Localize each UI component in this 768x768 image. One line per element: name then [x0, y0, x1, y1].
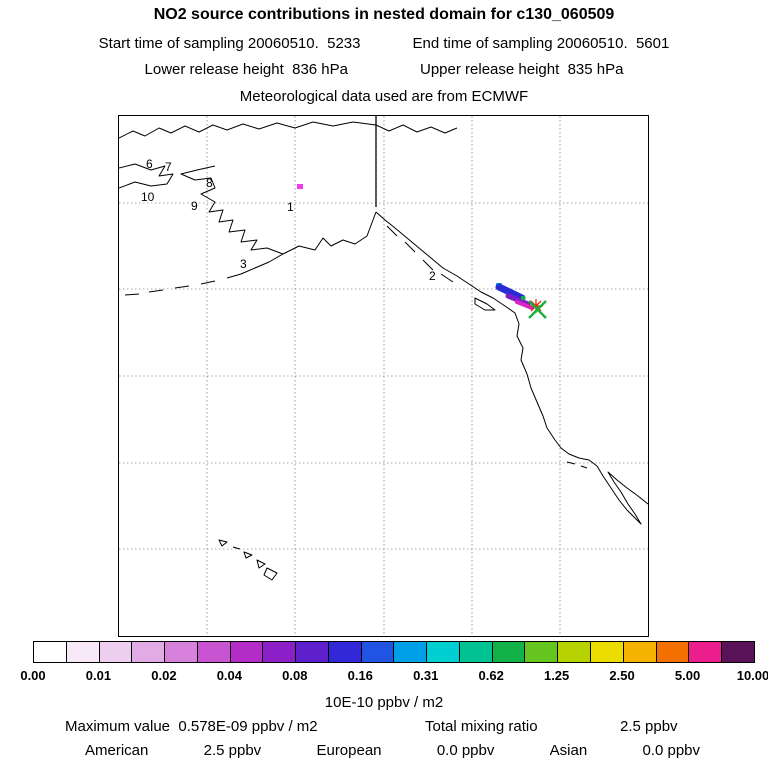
colorbar-tick: 5.00: [674, 668, 701, 683]
plume-purple-streak: [505, 293, 531, 307]
receptor-marker: [528, 299, 547, 319]
contour-label: 6: [146, 157, 153, 171]
page-title: NO2 source contributions in nested domai…: [153, 6, 615, 23]
plume-blue-streak: [495, 283, 526, 302]
source-name: American: [85, 742, 149, 759]
colorbar-block: [491, 642, 525, 662]
colorbar-block: [295, 642, 328, 662]
chukotka-coast: [119, 163, 174, 189]
source-name: European: [316, 742, 382, 759]
contour-label: 9: [191, 199, 198, 213]
receptor-red-asterisk: [529, 299, 543, 313]
summary-line: Maximum value 0.578E-09 ppbv / m2 Total …: [0, 718, 768, 736]
colorbar-tick: 0.62: [478, 668, 504, 683]
colorbar-block: [557, 642, 591, 662]
arctic-coast-west: [119, 121, 377, 139]
plume-green-cell: [521, 296, 525, 300]
source-value: 2.5 ppbv: [203, 742, 262, 759]
start-time-label: Start time of sampling 20060510. 5233: [98, 35, 361, 52]
colorbar-tick: 0.16: [347, 668, 373, 683]
contour-label: 7: [165, 160, 172, 174]
colorbar-tick: 2.50: [609, 668, 635, 683]
max-value-label: Maximum value 0.578E-09 ppbv / m2: [65, 718, 318, 735]
total-mixing-value: 2.5 ppbv: [620, 718, 678, 735]
colorbar-block: [622, 642, 656, 662]
colorbar-units-label: 10E-10 ppbv / m2: [324, 694, 444, 711]
colorbar-block: [688, 642, 722, 662]
sources-row: American 2.5 ppbv European 0.0 ppbv Asian 0.0…: [85, 742, 700, 759]
colorbar-block: [458, 642, 492, 662]
colorbar-block: [131, 642, 165, 662]
colorbar-block: [360, 642, 394, 662]
gulf-of-alaska-coast: [282, 211, 377, 255]
plume-magenta-streak: [515, 300, 534, 310]
colorbar-tick: 10.00: [736, 668, 768, 683]
arctic-coast-east: [375, 124, 458, 134]
colorbar-tick: 0.02: [151, 668, 177, 683]
colorbar-block: [196, 642, 230, 662]
colorbar-block: [34, 642, 66, 662]
colorbar-block: [524, 642, 558, 662]
coastlines: [119, 116, 648, 581]
colorbar-block: [655, 642, 689, 662]
plume: [297, 184, 534, 310]
colorbar-tick: 0.01: [85, 668, 112, 683]
grid-lines: [119, 116, 648, 636]
total-mixing-label: Total mixing ratio: [425, 718, 538, 735]
colorbar-block: [426, 642, 459, 662]
colorbar: [33, 641, 755, 663]
source-marker: [297, 184, 303, 189]
sampling-times-line: Start time of sampling 20060510. 5233 En…: [0, 35, 768, 52]
west-coast-and-baja: [375, 211, 648, 525]
map-canvas: [119, 116, 648, 636]
receptor-green-x: [528, 300, 547, 319]
release-heights-line: Lower release height 836 hPa Upper relea…: [0, 61, 768, 78]
colorbar-block: [262, 642, 296, 662]
met-data-label: Meteorological data used are from ECMWF: [239, 88, 529, 105]
colorbar-tick: 0.00: [20, 668, 46, 683]
colorbar-block: [98, 642, 132, 662]
source-name: Asian: [549, 742, 588, 759]
contour-label: 10: [141, 190, 155, 204]
alaska-west-coast: [180, 165, 284, 279]
contour-label: 1: [287, 200, 294, 214]
colorbar-block: [393, 642, 427, 662]
source-value: 0.0 ppbv: [436, 742, 495, 759]
upper-release-label: Upper release height 835 hPa: [420, 61, 624, 78]
end-time-label: End time of sampling 20060510. 5601: [412, 35, 670, 52]
aleutian-islands: [124, 280, 216, 296]
colorbar-blocks: [34, 642, 754, 662]
contour-label: 3: [240, 257, 247, 271]
panhandle-islands: [386, 225, 454, 283]
vancouver-island: [474, 297, 496, 311]
colorbar-tick: 0.31: [413, 668, 439, 683]
lower-release-label: Lower release height 836 hPa: [144, 61, 348, 78]
channel-islands: [566, 461, 588, 469]
colorbar-block: [229, 642, 263, 662]
colorbar-block: [65, 642, 99, 662]
contour-label: 8: [206, 176, 213, 190]
colorbar-block: [164, 642, 197, 662]
colorbar-tick: 0.04: [216, 668, 243, 683]
colorbar-block: [590, 642, 623, 662]
colorbar-tick: 1.25: [543, 668, 570, 683]
hawaii-islands: [218, 539, 278, 581]
colorbar-ticks: 0.00 0.01 0.02 0.04 0.08 0.16 0.31 0.62 1.25 2.50…: [20, 668, 768, 684]
map-plot: 6 7 8 10 9 1 3 2: [118, 115, 649, 637]
contour-label: 2: [429, 269, 436, 283]
colorbar-tick: 0.08: [282, 668, 308, 683]
colorbar-block: [327, 642, 361, 662]
colorbar-block: [721, 642, 754, 662]
source-value: 0.0 ppbv: [642, 742, 700, 759]
